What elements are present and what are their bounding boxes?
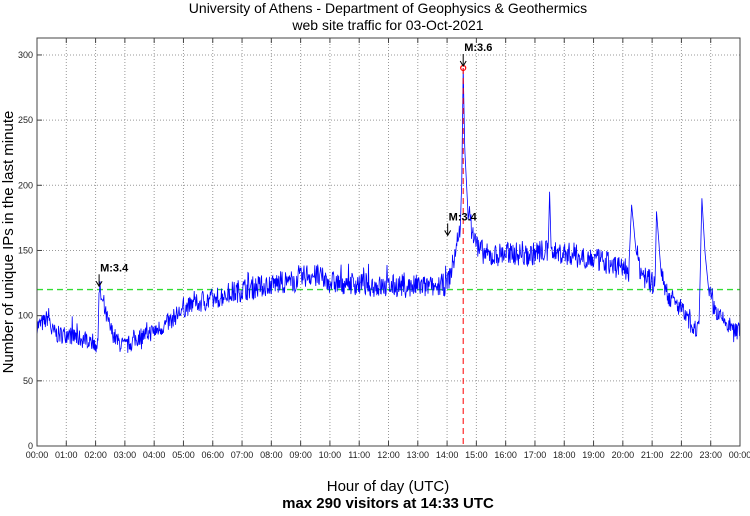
x-tick-label: 00:00 <box>729 450 750 460</box>
x-tick-label: 15:00 <box>465 450 488 460</box>
x-tick-label: 23:00 <box>699 450 722 460</box>
x-tick-label: 09:00 <box>289 450 312 460</box>
x-tick-label: 10:00 <box>319 450 342 460</box>
y-tick-label: 300 <box>18 50 33 60</box>
y-tick-label: 150 <box>18 245 33 255</box>
earthquake-label: M:3.4 <box>100 262 129 274</box>
x-tick-label: 22:00 <box>670 450 693 460</box>
earthquake-label: M:3.4 <box>449 211 478 223</box>
x-tick-label: 05:00 <box>172 450 195 460</box>
x-tick-label: 17:00 <box>524 450 547 460</box>
y-tick-label: 200 <box>18 180 33 190</box>
x-tick-label: 14:00 <box>436 450 459 460</box>
traffic-line <box>36 67 741 353</box>
arrow-head-icon <box>95 281 103 288</box>
chart-title-line-2: web site traffic for 03-Oct-2021 <box>291 17 483 33</box>
annotation-group: M:3.4 M:3.4 M:3.6 <box>95 42 492 446</box>
x-tick-label: 06:00 <box>201 450 224 460</box>
x-tick-label: 07:00 <box>231 450 254 460</box>
x-tick-label: 18:00 <box>553 450 576 460</box>
y-tick-label: 250 <box>18 115 33 125</box>
earthquake-label: M:3.6 <box>464 42 492 54</box>
x-tick-label: 21:00 <box>641 450 664 460</box>
x-tick-label: 04:00 <box>143 450 166 460</box>
x-tick-label: 01:00 <box>55 450 78 460</box>
x-tick-label: 02:00 <box>84 450 107 460</box>
tick-labels: 00:00 01:00 02:00 03:00 04:00 05:00 06:00 07:00… <box>18 50 750 460</box>
arrow-head-icon <box>444 230 452 237</box>
grid <box>36 38 741 447</box>
x-axis-label: Hour of day (UTC) <box>327 478 450 495</box>
x-tick-label: 11:00 <box>348 450 370 460</box>
y-tick-label: 100 <box>18 311 33 321</box>
x-tick-label: 03:00 <box>114 450 137 460</box>
x-tick-label: 08:00 <box>260 450 283 460</box>
x-tick-label: 13:00 <box>407 450 430 460</box>
y-tick-label: 50 <box>23 376 33 386</box>
arrow-head-icon <box>459 60 467 67</box>
x-tick-label: 20:00 <box>612 450 635 460</box>
series-group <box>36 67 741 353</box>
x-tick-label: 12:00 <box>377 450 400 460</box>
x-tick-label: 16:00 <box>494 450 517 460</box>
plot-frame <box>36 37 741 447</box>
chart-title-line-1: University of Athens - Department of Geo… <box>189 0 587 16</box>
max-visitors-label: max 290 visitors at 14:33 UTC <box>282 495 494 511</box>
y-tick-label: 0 <box>28 441 33 451</box>
x-tick-label: 00:00 <box>26 450 49 460</box>
x-tick-label: 19:00 <box>582 450 605 460</box>
y-axis-label: Number of unique IPs in the last minute <box>0 111 17 374</box>
